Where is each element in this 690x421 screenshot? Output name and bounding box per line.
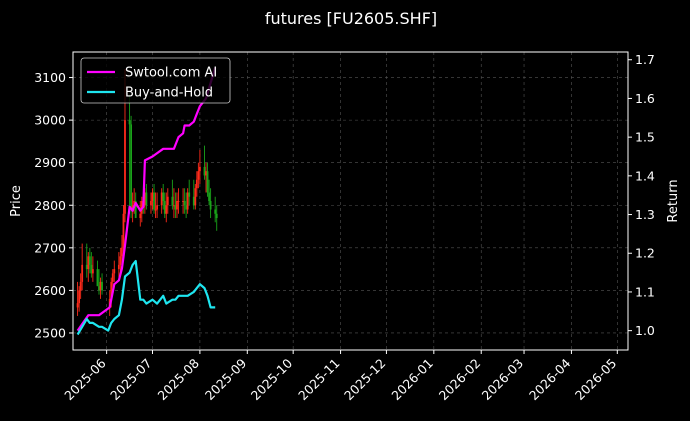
candle-body — [215, 213, 218, 219]
candle-body — [154, 209, 157, 211]
candle-body — [87, 256, 90, 270]
candle-body — [79, 281, 82, 291]
y-right-tick-label: 1.0 — [635, 323, 655, 338]
candle-body — [183, 201, 186, 206]
candle-body — [209, 201, 212, 210]
candle-body — [128, 120, 131, 125]
series-line-strategy — [76, 67, 217, 332]
candle-body — [206, 171, 209, 193]
candle-body — [197, 171, 200, 180]
candle-body — [81, 264, 84, 282]
candle-body — [194, 188, 197, 206]
candle-body — [208, 192, 210, 201]
legend: Swtool.com AI Buy-and-Hold — [80, 57, 231, 104]
candle-body — [121, 247, 123, 257]
candle-body — [90, 264, 93, 274]
candle-body — [150, 201, 152, 206]
y-right-tick-label: 1.3 — [635, 207, 655, 222]
y-right-tick-label: 1.4 — [635, 168, 655, 183]
candle-body — [182, 201, 184, 202]
candle-body — [199, 166, 201, 172]
y-axis-label-right: Return — [666, 179, 681, 222]
candle-body — [119, 256, 122, 265]
candle-body — [113, 269, 116, 274]
candle-body — [185, 205, 188, 210]
candle-body — [76, 303, 79, 308]
y-left-tick-label: 3000 — [34, 113, 66, 128]
y-right-tick-label: 1.2 — [635, 246, 655, 261]
y-left-tick-label: 2800 — [34, 198, 66, 213]
candle-body — [143, 192, 146, 206]
candle-body — [177, 201, 180, 202]
y-right-tick-label: 1.7 — [635, 52, 655, 67]
candle-body — [160, 192, 163, 206]
y-right-tick-label: 1.6 — [635, 91, 655, 106]
candle-body — [91, 269, 94, 274]
candle-body — [124, 120, 126, 214]
y-right-tick-label: 1.1 — [635, 284, 655, 299]
candle-body — [214, 209, 217, 214]
candle-body — [98, 286, 100, 291]
series-line-buy-and-hold — [76, 259, 216, 336]
candle-body — [153, 192, 155, 210]
candle-body — [151, 192, 154, 201]
candle-body — [188, 192, 191, 197]
y-left-tick-label: 2500 — [34, 325, 66, 340]
candle-body — [130, 124, 132, 210]
candle-body — [110, 281, 113, 299]
candle-body — [99, 281, 102, 291]
candle-body — [171, 196, 174, 206]
candle-body — [101, 281, 103, 291]
y-right-tick-label: 1.5 — [635, 130, 655, 145]
candle-body — [163, 201, 166, 214]
candle-body — [133, 201, 136, 206]
legend-box — [80, 57, 231, 104]
series-layer — [76, 67, 217, 336]
candle-body — [205, 171, 207, 176]
candle-body — [145, 192, 148, 206]
y-left-tick-label: 3100 — [34, 70, 66, 85]
candle-body — [134, 201, 137, 219]
candle-body — [174, 205, 177, 210]
y-axis-label-left: Price — [9, 185, 24, 217]
legend-label-strategy: Swtool.com AI — [125, 66, 217, 81]
candle-body — [156, 205, 158, 210]
chart-title: futures [FU2605.SHF] — [265, 9, 437, 28]
candle-body — [162, 192, 165, 201]
y-left-tick-label: 2600 — [34, 283, 66, 298]
candle-body — [203, 166, 206, 176]
plot-frame — [72, 51, 629, 351]
y-left-tick-label: 2900 — [34, 155, 66, 170]
candle-body — [88, 256, 91, 265]
candle-body — [131, 205, 134, 210]
candle-body — [173, 205, 175, 207]
y-left-tick-label: 2700 — [34, 240, 66, 255]
candle-body — [139, 213, 142, 219]
candle-body — [186, 192, 189, 210]
candle-body — [78, 290, 81, 304]
candle-body — [111, 273, 114, 282]
candle-body — [96, 269, 99, 287]
candle-body — [117, 264, 120, 270]
legend-label-buy-and-hold: Buy-and-Hold — [125, 86, 213, 101]
candle-body — [85, 264, 88, 270]
grid-layer — [73, 52, 628, 350]
candle-body — [165, 205, 168, 214]
candle-body — [122, 213, 125, 248]
candle-body — [195, 179, 198, 189]
candle-body — [176, 201, 178, 210]
candle-body — [166, 196, 169, 206]
candle-body — [192, 196, 195, 206]
